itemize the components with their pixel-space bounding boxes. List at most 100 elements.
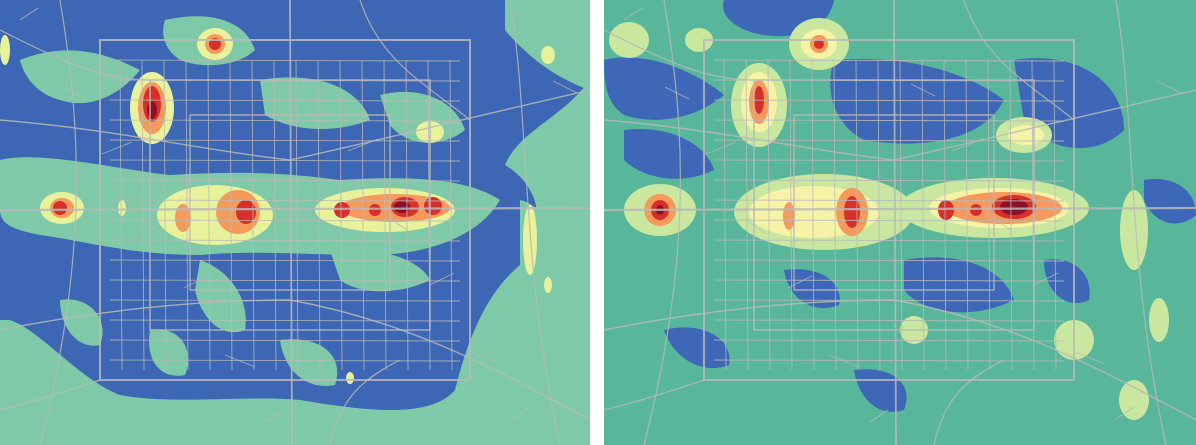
road <box>921 59 925 371</box>
road <box>604 379 705 411</box>
road <box>289 299 590 421</box>
road <box>713 139 1065 142</box>
road <box>1115 0 1167 445</box>
road <box>359 0 471 121</box>
road <box>713 159 1065 162</box>
road <box>943 59 947 371</box>
road <box>713 119 1065 122</box>
road <box>109 99 461 102</box>
road <box>109 139 461 142</box>
road <box>229 59 233 371</box>
road <box>811 59 815 371</box>
road <box>713 279 1065 282</box>
road <box>1156 80 1182 94</box>
road <box>109 59 461 62</box>
road <box>703 39 1075 381</box>
road <box>869 409 889 423</box>
road <box>39 0 77 445</box>
road <box>109 159 461 162</box>
road <box>109 79 461 82</box>
road <box>141 59 145 371</box>
road <box>643 0 681 445</box>
road <box>893 89 1196 161</box>
road <box>893 299 1196 421</box>
road <box>109 199 461 202</box>
road <box>623 7 643 21</box>
road <box>189 114 391 291</box>
road-network <box>0 0 590 445</box>
road <box>552 80 578 94</box>
road <box>789 59 793 371</box>
road <box>1033 272 1059 286</box>
road <box>833 59 837 371</box>
road <box>664 86 690 100</box>
road <box>1009 59 1013 371</box>
road <box>183 275 209 289</box>
road <box>713 199 1065 202</box>
road <box>1074 351 1106 365</box>
heatmap-right <box>604 0 1196 445</box>
heatmap-left <box>0 0 590 445</box>
road <box>713 59 1065 62</box>
road <box>383 59 387 371</box>
road <box>109 319 461 322</box>
road <box>604 206 1196 212</box>
road <box>855 59 859 371</box>
road <box>793 114 995 291</box>
road <box>828 354 860 368</box>
road <box>877 59 881 371</box>
road <box>289 0 293 445</box>
road <box>713 319 1065 322</box>
road <box>0 379 101 411</box>
road <box>470 351 502 365</box>
road <box>1115 406 1135 420</box>
road <box>185 59 189 371</box>
road <box>317 59 321 371</box>
road <box>713 339 1065 342</box>
road <box>109 279 461 282</box>
road <box>787 275 813 289</box>
road <box>933 359 1005 445</box>
road <box>405 59 409 371</box>
road <box>713 259 1065 262</box>
road <box>306 83 332 97</box>
road <box>713 99 1065 102</box>
road <box>449 59 453 371</box>
road <box>509 0 561 445</box>
road <box>142 220 162 234</box>
road <box>713 359 1065 362</box>
road <box>109 299 461 302</box>
road <box>604 29 755 81</box>
road <box>60 86 86 100</box>
road <box>713 219 1065 222</box>
road <box>746 220 766 234</box>
road <box>251 59 255 371</box>
road <box>713 299 1065 302</box>
road <box>713 239 1065 242</box>
road <box>295 59 299 371</box>
road <box>713 179 1065 182</box>
road <box>109 119 461 122</box>
road <box>224 354 256 368</box>
road <box>992 217 1012 231</box>
road <box>0 206 590 212</box>
road <box>339 59 343 371</box>
road <box>899 59 903 371</box>
heatmap-left-svg <box>0 0 590 445</box>
road <box>207 59 211 371</box>
road <box>723 59 727 371</box>
road <box>910 83 936 97</box>
road-network <box>604 0 1196 445</box>
road <box>361 59 365 371</box>
road <box>0 29 151 81</box>
road <box>273 59 277 371</box>
road <box>987 59 991 371</box>
low-density-zones <box>604 0 1196 412</box>
road <box>347 138 379 152</box>
road <box>429 272 455 286</box>
road <box>511 406 531 420</box>
road <box>289 89 590 161</box>
road <box>767 59 771 371</box>
road <box>1053 59 1057 371</box>
